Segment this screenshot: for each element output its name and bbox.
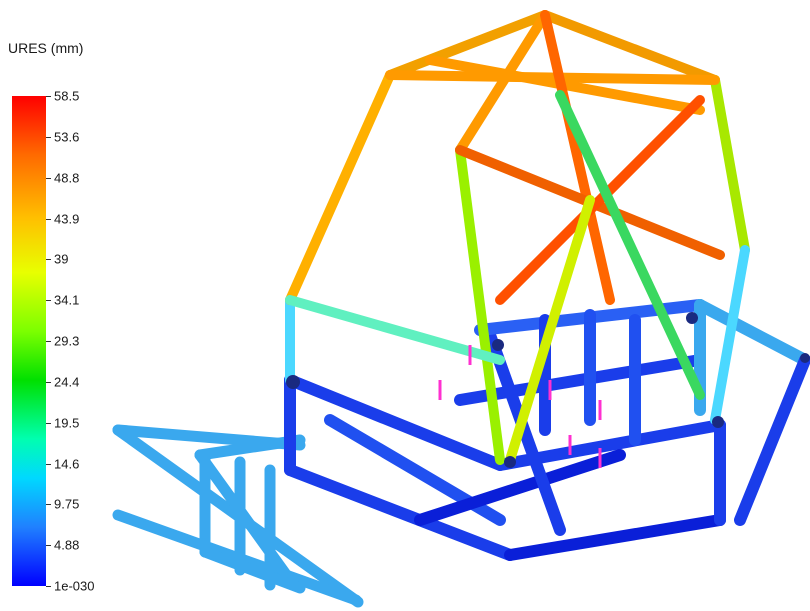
scale-tick-label: 58.5 xyxy=(54,88,80,104)
tube xyxy=(285,70,395,305)
tube xyxy=(284,374,506,471)
scale-tick-label: 9.75 xyxy=(54,496,80,512)
tube xyxy=(710,245,750,425)
scale-tick-mark xyxy=(46,381,51,383)
tube xyxy=(710,75,750,255)
tube xyxy=(454,354,706,406)
tube xyxy=(484,329,566,536)
scale-tick-mark xyxy=(46,218,51,220)
tube xyxy=(540,10,720,85)
scale-tick-mark xyxy=(46,545,51,547)
tube xyxy=(284,464,516,561)
scale-tick-label: 24.4 xyxy=(54,374,80,390)
mount-points xyxy=(286,312,810,468)
tube xyxy=(540,10,615,305)
mount-point xyxy=(492,339,504,351)
mount-point xyxy=(712,416,724,428)
tube xyxy=(495,95,705,305)
tube xyxy=(555,90,705,400)
rear-extension-tubes xyxy=(112,424,364,608)
scale-tick-label: 34.1 xyxy=(54,292,80,308)
scale-tick-mark xyxy=(46,177,51,179)
tube xyxy=(455,10,550,155)
scale-tick-mark xyxy=(46,300,51,302)
mount-point xyxy=(504,456,516,468)
load-arrows xyxy=(438,345,602,468)
tube xyxy=(194,434,306,461)
scale-tick-label: 1e-030 xyxy=(54,578,95,594)
mount-point xyxy=(286,375,300,389)
scale-tick-mark xyxy=(46,422,51,424)
scale-tick-mark xyxy=(46,136,51,138)
scale-tick-label: 48.8 xyxy=(54,170,80,186)
scale-tick-label: 43.9 xyxy=(54,211,80,226)
scale-tick-mark xyxy=(46,504,51,506)
tube xyxy=(414,449,626,526)
scale-tick-mark xyxy=(46,463,51,465)
tube xyxy=(285,295,505,365)
scale-tick-mark xyxy=(46,96,51,97)
tube xyxy=(504,514,726,561)
scale-tick-label: 39 xyxy=(54,251,69,267)
roll-cage-tubes xyxy=(285,10,750,465)
chassis-frame-3d-view xyxy=(112,10,810,608)
scale-tick-mark xyxy=(46,341,51,342)
scale-tick-mark xyxy=(46,259,51,261)
tube xyxy=(505,195,595,465)
mount-point xyxy=(800,353,810,363)
scale-tick-label: 19.5 xyxy=(54,415,80,431)
tube xyxy=(199,546,306,594)
tube xyxy=(694,299,810,366)
legend-title: URES (mm) xyxy=(8,40,84,56)
scale-tick-label: 4.88 xyxy=(54,537,80,553)
scale-tick-label: 53.6 xyxy=(54,129,80,145)
scale-tick-mark xyxy=(46,586,51,587)
mount-point xyxy=(686,312,698,324)
tube xyxy=(385,70,720,85)
scale-tick-label: 29.3 xyxy=(54,333,80,349)
tube xyxy=(455,145,505,465)
tube xyxy=(734,354,810,526)
color-scale-bar xyxy=(12,96,46,586)
scale-tick-label: 14.6 xyxy=(54,456,80,471)
tube xyxy=(385,10,550,80)
